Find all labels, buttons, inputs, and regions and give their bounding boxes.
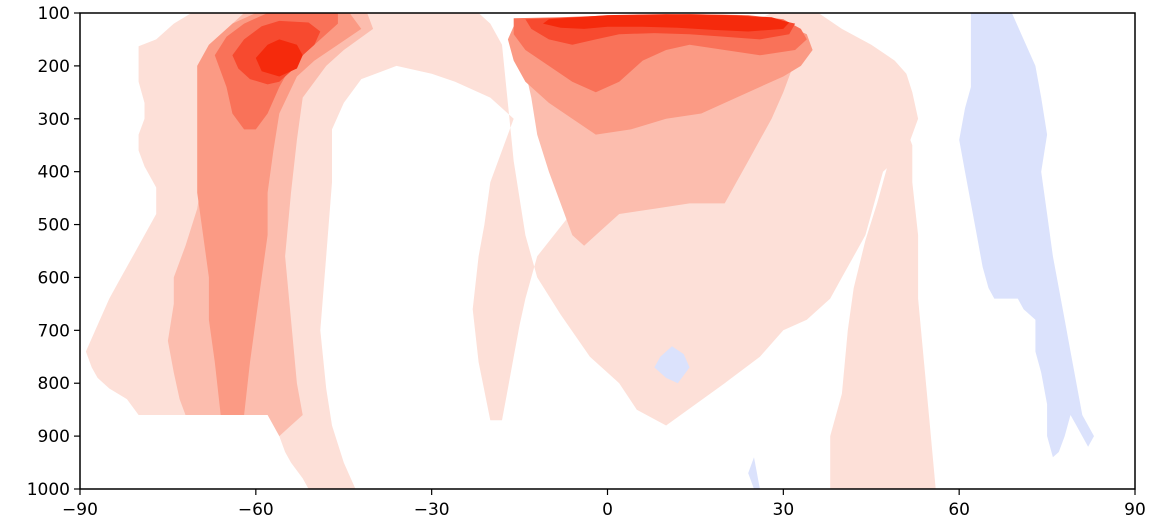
y-tick-label: 400	[38, 163, 70, 183]
x-tick-label: −90	[62, 500, 98, 520]
x-tick-label: 30	[773, 500, 795, 520]
contour-fill-layer	[85, 13, 1094, 489]
contour-region-neg1-14	[748, 457, 760, 489]
contour-region-pos6-11	[543, 14, 790, 32]
y-tick-label: 100	[38, 4, 70, 24]
y-tick-label: 200	[38, 57, 70, 77]
y-tick-label: 800	[38, 374, 70, 394]
x-tick-label: −60	[238, 500, 274, 520]
y-tick-label: 300	[38, 110, 70, 130]
contour-region-neg1-13	[654, 346, 690, 384]
x-tick-label: 60	[948, 500, 970, 520]
x-tick-label: 0	[602, 500, 613, 520]
contour-region-pos1-1	[830, 129, 936, 489]
y-tick-label: 600	[38, 268, 70, 288]
contour-region-neg1-12	[959, 13, 1094, 458]
y-tick-label: 500	[38, 216, 70, 236]
y-tick-label: 900	[38, 427, 70, 447]
axis-ticks: −90 −60 −30 0 30 60 90 100 200 300 400 500 600 700 800…	[27, 4, 1146, 520]
y-tick-label: 700	[38, 321, 70, 341]
x-tick-label: 90	[1124, 500, 1146, 520]
contour-region-pos6-10	[255, 39, 303, 77]
y-tick-label: 1000	[27, 480, 70, 500]
x-tick-label: −30	[414, 500, 450, 520]
